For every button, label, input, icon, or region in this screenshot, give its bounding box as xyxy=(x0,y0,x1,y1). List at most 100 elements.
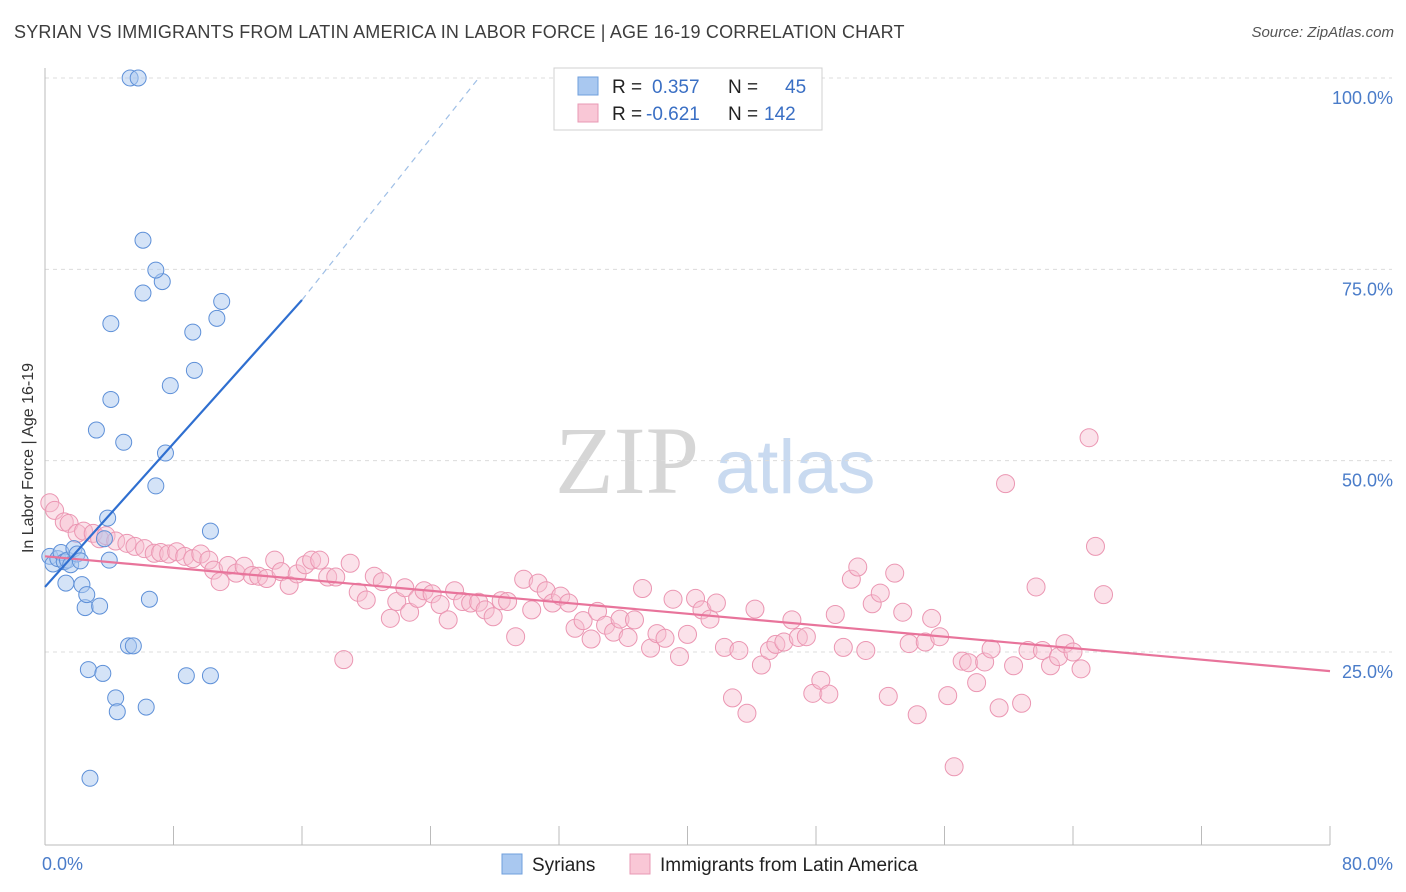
syrian-point xyxy=(147,261,165,279)
latin-point xyxy=(669,647,689,667)
latin-point xyxy=(899,634,919,654)
bottom-legend-swatch-syrians xyxy=(501,853,523,875)
legend-n-label-1: N = xyxy=(728,77,758,98)
syrian-point xyxy=(124,637,142,655)
latin-point xyxy=(522,600,542,620)
latin-point xyxy=(445,581,465,601)
syrian-point xyxy=(102,315,120,333)
latin-point xyxy=(751,655,771,675)
latin-point xyxy=(453,591,473,611)
latin-point xyxy=(610,609,630,629)
latin-point xyxy=(663,589,683,609)
legend-swatch-latin xyxy=(577,103,599,123)
latin-point xyxy=(210,572,230,592)
syrian-point xyxy=(57,574,75,592)
latin-point xyxy=(334,650,354,670)
bottom-legend-swatch-latin xyxy=(629,853,651,875)
syrian-point xyxy=(87,421,105,439)
syrian-point xyxy=(91,597,109,615)
latin-point xyxy=(1085,536,1105,556)
syrian-point xyxy=(208,309,226,327)
syrian-points xyxy=(41,69,231,787)
latin-point xyxy=(573,611,593,631)
latin-point xyxy=(796,627,816,647)
legend-box xyxy=(553,67,823,131)
syrian-point xyxy=(201,667,219,685)
latin-point xyxy=(959,653,979,673)
latin-point xyxy=(878,686,898,706)
latin-point xyxy=(819,684,839,704)
syrian-point xyxy=(81,769,99,787)
bottom-legend: Syrians Immigrants from Latin America xyxy=(501,853,918,876)
latin-point xyxy=(633,578,653,598)
latin-point xyxy=(862,594,882,614)
syrian-point xyxy=(137,698,155,716)
latin-point xyxy=(655,628,675,648)
syrian-trend-extension xyxy=(301,77,480,301)
latin-point xyxy=(907,705,927,725)
watermark-zip: ZIP xyxy=(555,407,699,514)
latin-point xyxy=(825,604,845,624)
latin-point xyxy=(870,583,890,603)
latin-point xyxy=(1079,428,1099,448)
latin-point xyxy=(915,632,935,652)
y-tick-label: 25.0% xyxy=(1342,662,1393,682)
latin-point xyxy=(833,637,853,657)
latin-point xyxy=(641,638,661,658)
latin-point xyxy=(737,703,757,723)
legend-n-value-2: 142 xyxy=(764,104,796,125)
x-tick-label: 0.0% xyxy=(42,854,83,874)
syrian-point xyxy=(185,361,203,379)
syrian-point xyxy=(147,477,165,495)
syrian-point xyxy=(108,703,126,721)
latin-point xyxy=(302,550,322,570)
latin-point xyxy=(981,639,1001,659)
latin-point xyxy=(996,474,1016,494)
latin-point xyxy=(1094,585,1114,605)
latin-point xyxy=(1004,656,1024,676)
latin-point xyxy=(218,556,238,576)
latin-point xyxy=(159,544,179,564)
latin-point xyxy=(144,543,164,563)
latin-point xyxy=(135,539,155,559)
syrian-point xyxy=(201,522,219,540)
y-tick-label: 75.0% xyxy=(1342,279,1393,299)
latin-point xyxy=(856,640,876,660)
legend-r-label-1: R = xyxy=(612,77,642,98)
source-label: Source: ZipAtlas.com xyxy=(1251,24,1394,41)
syrian-point xyxy=(161,377,179,395)
latin-point xyxy=(893,602,913,622)
y-axis-title: In Labor Force | Age 16-19 xyxy=(20,363,37,553)
x-tick-label: 80.0% xyxy=(1342,854,1393,874)
latin-point xyxy=(1012,693,1032,713)
legend-swatch-syrians xyxy=(577,76,599,96)
latin-point xyxy=(729,640,749,660)
syrian-point xyxy=(134,284,152,302)
syrian-point xyxy=(184,323,202,341)
latin-point xyxy=(475,600,495,620)
latin-point xyxy=(438,610,458,630)
latin-point xyxy=(265,550,285,570)
latin-point xyxy=(551,586,571,606)
latin-point xyxy=(565,618,585,638)
syrian-point xyxy=(79,661,97,679)
latin-point xyxy=(380,608,400,628)
latin-point xyxy=(678,624,697,644)
y-tick-label: 100.0% xyxy=(1332,88,1393,108)
latin-point xyxy=(788,627,808,647)
latin-point xyxy=(944,757,964,777)
syrian-point xyxy=(177,667,195,685)
latin-point xyxy=(766,634,786,654)
syrian-point xyxy=(78,586,96,604)
trend-lines xyxy=(44,77,1331,673)
legend: R = 0.357 N = 45 R = -0.621 N = 142 xyxy=(553,67,823,131)
latin-point xyxy=(774,632,794,652)
latin-point xyxy=(483,607,503,627)
latin-point xyxy=(885,563,905,583)
latin-point xyxy=(745,599,765,619)
axes xyxy=(44,68,1331,846)
latin-america-points xyxy=(40,428,1114,777)
latin-point xyxy=(952,651,972,671)
syrian-point xyxy=(213,292,231,310)
latin-point xyxy=(279,575,299,595)
